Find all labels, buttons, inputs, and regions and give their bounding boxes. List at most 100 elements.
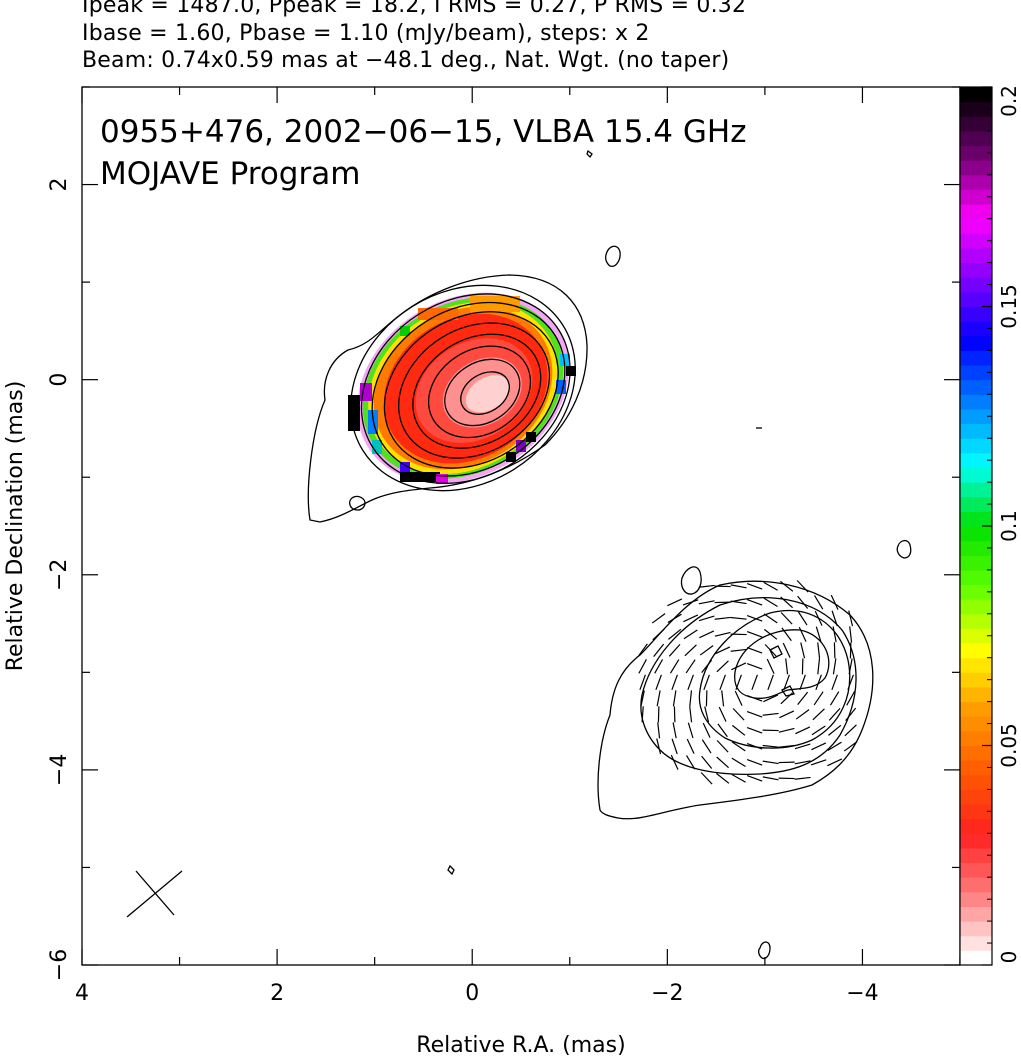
evpa-tick bbox=[796, 580, 809, 593]
evpa-tick bbox=[845, 707, 857, 721]
evpa-tick bbox=[686, 738, 695, 754]
evpa-tick bbox=[714, 616, 731, 620]
evpa-tick bbox=[699, 645, 714, 656]
evpa-tick bbox=[843, 741, 858, 752]
evpa-tick bbox=[682, 599, 699, 606]
evpa-tick bbox=[831, 610, 838, 627]
colorbar-swatch bbox=[960, 847, 992, 864]
core-contour-4 bbox=[383, 311, 559, 469]
evpa-tick bbox=[735, 674, 742, 691]
colorbar-swatch bbox=[960, 950, 992, 966]
evpa-tick bbox=[702, 722, 711, 738]
evpa-tick bbox=[815, 626, 822, 643]
evpa-tick bbox=[763, 694, 779, 703]
evpa-tick bbox=[746, 615, 763, 622]
colorbar-tick-label: 0.2 bbox=[997, 85, 1021, 117]
core-contour-9 bbox=[460, 371, 510, 415]
evpa-tick bbox=[746, 695, 763, 702]
evpa-tick bbox=[654, 659, 664, 674]
colorbar-swatch bbox=[960, 526, 992, 542]
evpa-tick bbox=[797, 611, 808, 626]
evpa-tick bbox=[828, 724, 842, 736]
y-tick-label: 0 bbox=[47, 373, 72, 387]
evpa-tick bbox=[828, 707, 841, 721]
colorbar-swatch bbox=[960, 584, 992, 600]
y-tick-label: −2 bbox=[47, 559, 72, 591]
island-2 bbox=[680, 566, 702, 595]
beam-marker bbox=[126, 870, 183, 918]
colorbar-swatch bbox=[960, 730, 992, 746]
colorbar-swatch bbox=[960, 482, 992, 498]
evpa-tick bbox=[832, 626, 837, 643]
evpa-tick bbox=[746, 743, 763, 750]
evpa-tick bbox=[783, 674, 790, 691]
evpa-tick bbox=[699, 630, 715, 639]
colorbar-swatch bbox=[960, 862, 992, 878]
polarization-colormap bbox=[348, 292, 576, 484]
island-1 bbox=[604, 245, 621, 267]
evpa-tick bbox=[656, 738, 662, 755]
evpa-tick bbox=[785, 658, 789, 675]
evpa-tick bbox=[812, 708, 825, 721]
evpa-tick bbox=[703, 674, 710, 691]
evpa-tick bbox=[817, 642, 821, 659]
evpa-tick bbox=[721, 690, 725, 707]
colorbar-swatch bbox=[960, 672, 992, 688]
evpa-tick bbox=[685, 755, 696, 770]
evpa-tick bbox=[795, 709, 810, 720]
evpa-tick bbox=[689, 706, 693, 723]
colorbar-swatch bbox=[960, 657, 992, 673]
evpa-tick bbox=[671, 674, 678, 691]
evpa-tick bbox=[683, 614, 699, 623]
y-tick-label: 2 bbox=[47, 178, 72, 192]
colorbar-swatch bbox=[960, 496, 992, 512]
evpa-tick bbox=[846, 691, 856, 706]
evpa-tick bbox=[687, 722, 694, 739]
evpa-tick bbox=[718, 706, 727, 722]
y-tick-label: −4 bbox=[47, 754, 72, 786]
evpa-tick bbox=[746, 631, 763, 638]
colorbar-swatch bbox=[960, 745, 992, 761]
core-contour-1 bbox=[350, 284, 576, 492]
evpa-tick bbox=[653, 643, 665, 657]
evpa-tick bbox=[814, 610, 823, 626]
colorbar-swatch bbox=[960, 408, 992, 425]
evpa-tick bbox=[717, 723, 728, 738]
evpa-tick bbox=[670, 754, 679, 770]
colorbar-swatch bbox=[960, 774, 992, 790]
evpa-tick bbox=[672, 722, 677, 739]
jet-contour-6 bbox=[781, 685, 795, 697]
evpa-tick bbox=[685, 659, 696, 674]
colorbar-swatch bbox=[960, 247, 992, 264]
x-tick-label: −2 bbox=[651, 981, 683, 1006]
evpa-tick bbox=[780, 596, 794, 609]
colorbar-swatch bbox=[960, 701, 992, 717]
evpa-tick bbox=[799, 674, 806, 691]
evpa-tick bbox=[683, 629, 698, 640]
colorbar-swatch bbox=[960, 306, 992, 322]
colorbar-swatch bbox=[960, 160, 992, 176]
evpa-tick bbox=[698, 615, 715, 622]
evpa-tick bbox=[640, 690, 645, 707]
evpa-tick bbox=[716, 756, 730, 769]
colorbar-swatch bbox=[960, 218, 992, 234]
colorbar-swatch bbox=[960, 321, 992, 337]
evpa-tick bbox=[637, 643, 648, 658]
colorbar-swatch bbox=[960, 174, 992, 190]
evpa-tick bbox=[701, 659, 713, 673]
colorbar-tick-label: 0.1 bbox=[997, 510, 1021, 542]
colorbar-swatch bbox=[960, 87, 992, 103]
colorbar-swatch bbox=[960, 277, 992, 293]
colorbar-tick-label: 0.05 bbox=[997, 723, 1021, 768]
chart-title: 0955+476, 2002−06−15, VLBA 15.4 GHz bbox=[100, 114, 746, 150]
core-contour-blob bbox=[349, 495, 366, 511]
evpa-tick bbox=[667, 598, 683, 607]
core-contour-7 bbox=[427, 345, 532, 439]
core-contour-5 bbox=[397, 322, 551, 459]
evpa-tick bbox=[732, 724, 746, 736]
y-tick-label: −6 bbox=[47, 949, 72, 981]
evpa-tick bbox=[731, 662, 747, 671]
evpa-tick bbox=[844, 724, 857, 737]
evpa-tick bbox=[746, 759, 763, 766]
